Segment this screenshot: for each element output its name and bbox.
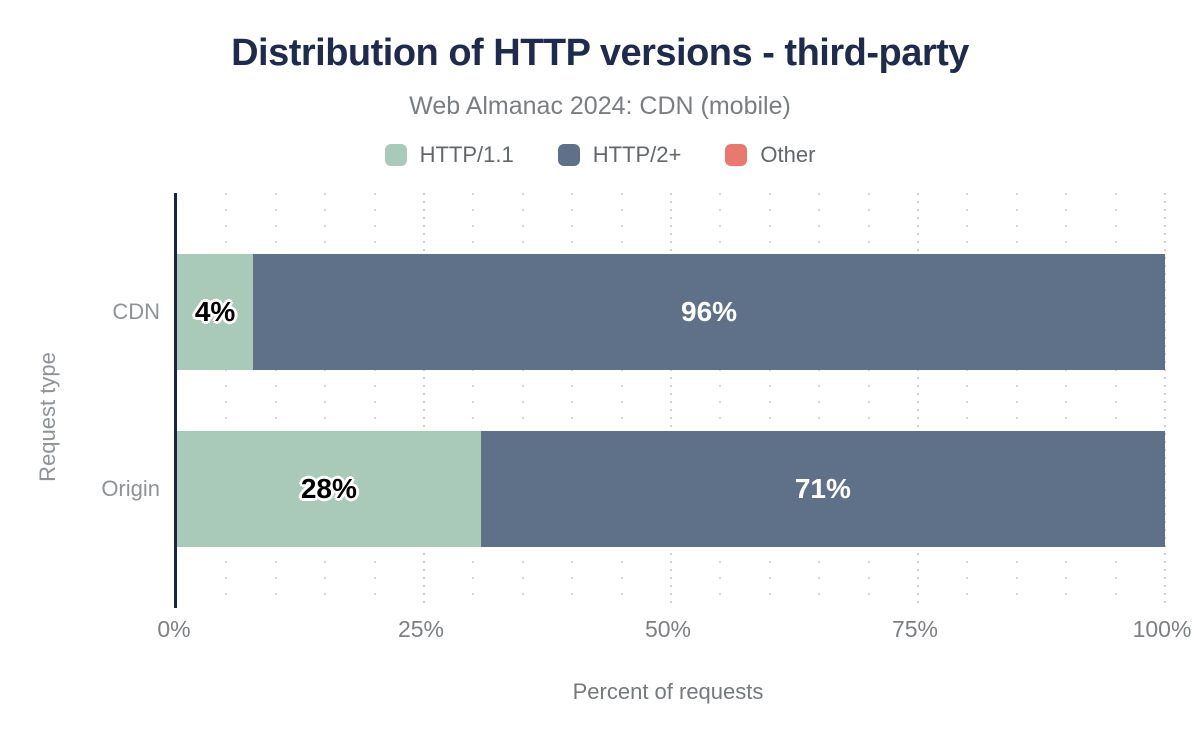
data-label-http-2-cdn: 96% [681, 296, 738, 327]
gridline-30 [472, 193, 475, 608]
data-label-http-1-1-origin: 28% [300, 473, 357, 504]
data-label-http-1-1-cdn: 4% [194, 296, 236, 327]
gridline-50 [670, 193, 672, 608]
x-tick-100: 100% [1132, 616, 1192, 642]
gridline-65 [818, 193, 821, 608]
chart-title: Distribution of HTTP versions - third-pa… [231, 32, 969, 74]
legend-label-http-1-1: HTTP/1.1 [419, 142, 514, 167]
gridline-45 [620, 193, 623, 608]
gridline-25 [423, 193, 425, 608]
gridline-85 [1015, 193, 1018, 608]
gridline-95 [1114, 193, 1117, 608]
legend-label-http-2: HTTP/2+ [592, 142, 682, 167]
legend: HTTP/1.1 HTTP/2+ Other [0, 142, 1200, 168]
x-tick-0: 0% [157, 616, 191, 642]
gridline-40 [571, 193, 574, 608]
gridline-10 [274, 193, 277, 608]
x-tick-75: 75% [891, 616, 939, 642]
category-label-cdn: CDN [112, 299, 160, 324]
gridline-15 [324, 193, 327, 608]
gridline-35 [521, 193, 524, 608]
legend-swatch-http-2 [557, 144, 580, 166]
x-axis-title: Percent of requests [572, 679, 764, 704]
x-tick-50: 50% [644, 616, 692, 642]
y-axis-title: Request type [35, 352, 60, 482]
legend-item-other[interactable]: Other [725, 142, 815, 168]
gridline-90 [1065, 193, 1068, 608]
segment-http-2-origin[interactable]: 71% [480, 431, 1165, 547]
gridline-20 [373, 193, 376, 608]
legend-swatch-http-1-1 [384, 144, 407, 166]
legend-item-http-2[interactable]: HTTP/2+ [557, 142, 682, 168]
plot-area: 4% 96% CDN 28% 71% Origin [101, 193, 1166, 608]
gridline-80 [966, 193, 969, 608]
legend-label-other: Other [760, 142, 816, 167]
segment-http-1-1-cdn[interactable]: 4% [177, 254, 254, 370]
gridline-5 [225, 193, 228, 608]
bar-origin: 28% 71% [177, 431, 1165, 547]
gridline-100 [1164, 193, 1166, 608]
legend-swatch-other [725, 144, 748, 166]
bar-cdn: 4% 96% [177, 254, 1165, 370]
gridline-75 [917, 193, 919, 608]
gridline-60 [768, 193, 771, 608]
segment-http-1-1-origin[interactable]: 28% [177, 431, 481, 547]
chart-subtitle: Web Almanac 2024: CDN (mobile) [409, 92, 791, 120]
x-tick-25: 25% [397, 616, 445, 642]
category-label-origin: Origin [101, 476, 160, 501]
gridline-55 [719, 193, 722, 608]
data-label-http-2-origin: 71% [794, 473, 851, 504]
legend-item-http-1-1[interactable]: HTTP/1.1 [384, 142, 514, 168]
gridline-70 [867, 193, 870, 608]
segment-http-2-cdn[interactable]: 96% [253, 254, 1165, 370]
